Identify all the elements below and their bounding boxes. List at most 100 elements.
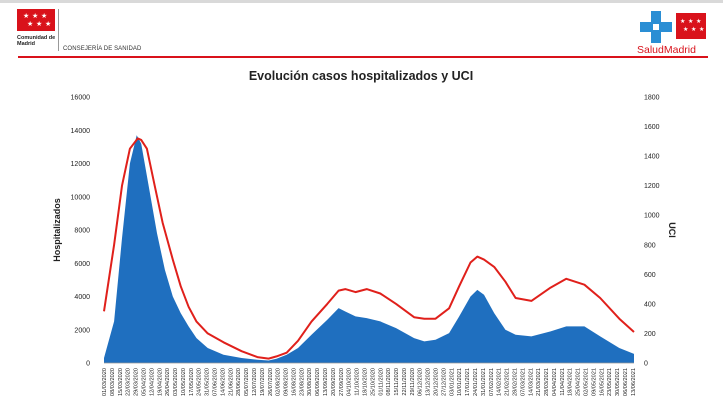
- x-tick-label: 26/07/2020: [268, 368, 274, 396]
- y-tick-label: 10000: [71, 194, 91, 201]
- x-tick-label: 25/10/2020: [370, 368, 376, 396]
- x-tick-label: 22/11/2020: [402, 368, 408, 396]
- x-tick-label: 18/04/2021: [568, 368, 574, 396]
- x-tick-label: 09/08/2020: [284, 368, 290, 396]
- header-rule: [18, 56, 708, 58]
- x-tick-label: 15/03/2020: [118, 368, 124, 396]
- x-tick-label: 19/04/2020: [157, 368, 163, 396]
- x-tick-label: 06/09/2020: [315, 368, 321, 396]
- x-tick-label: 07/03/2021: [520, 368, 526, 396]
- x-tick-label: 30/08/2020: [307, 368, 313, 396]
- x-tick-label: 30/05/2021: [615, 368, 621, 396]
- x-tick-label: 05/07/2020: [244, 368, 250, 396]
- x-tick-label: 06/06/2021: [623, 368, 629, 396]
- x-tick-label: 10/05/2020: [181, 368, 187, 396]
- department-name: CONSEJERÍA DE SANIDAD: [63, 46, 142, 52]
- y2-tick-label: 1400: [644, 154, 660, 161]
- y-tick-label: 14000: [71, 128, 91, 135]
- x-tick-label: 03/05/2020: [173, 368, 179, 396]
- y-tick-label: 16000: [71, 95, 91, 102]
- x-tick-label: 13/09/2020: [323, 368, 329, 396]
- x-tick-label: 29/11/2020: [410, 368, 416, 396]
- y-axis-label: Hospitalizados: [52, 198, 62, 262]
- x-tick-label: 28/06/2020: [236, 368, 242, 396]
- x-tick-label: 07/06/2020: [213, 368, 219, 396]
- x-tick-label: 31/01/2021: [481, 368, 487, 396]
- x-tick-label: 20/12/2020: [434, 368, 440, 396]
- x-tick-label: 22/03/2020: [126, 368, 132, 396]
- y2-axis-label: UCI: [667, 222, 677, 238]
- x-tick-label: 10/01/2021: [457, 368, 463, 396]
- y2-tick-label: 800: [644, 242, 656, 249]
- x-tick-label: 20/09/2020: [331, 368, 337, 396]
- x-tick-label: 08/11/2020: [386, 368, 392, 396]
- x-tick-label: 08/03/2020: [110, 368, 116, 396]
- x-tick-label: 11/10/2020: [355, 368, 361, 396]
- uci-line: [103, 137, 635, 360]
- page-header: ★ ★ ★ ★ ★ ★ Comunidad de Madrid CONSEJER…: [0, 3, 723, 58]
- saludmadrid-name: SaludMadrid: [637, 44, 696, 56]
- x-tick-label: 04/04/2021: [552, 368, 558, 396]
- comunidad-madrid-name: Comunidad de Madrid: [17, 35, 56, 47]
- x-tick-label: 24/05/2020: [197, 368, 203, 396]
- x-tick-label: 11/04/2021: [560, 368, 566, 396]
- saludmadrid-logo: ★ ★ ★ ★ ★ ★ SaludMadrid: [637, 9, 709, 56]
- x-tick-label: 21/03/2021: [536, 368, 542, 396]
- comunidad-madrid-logo: ★ ★ ★ ★ ★ ★ Comunidad de Madrid: [17, 9, 59, 47]
- y2-tick-label: 200: [644, 331, 656, 338]
- x-tick-label: 23/08/2020: [299, 368, 305, 396]
- y2-tick-label: 1000: [644, 213, 660, 220]
- x-tick-label: 27/09/2020: [339, 368, 345, 396]
- chart-title: Evolución casos hospitalizados y UCI: [249, 69, 473, 83]
- x-tick-label: 14/03/2021: [528, 368, 534, 396]
- plot-area: 0 2000 4000 6000 8000 10000 12000 14000 16000 0 20…: [71, 95, 660, 397]
- y-tick-label: 0: [86, 361, 90, 368]
- x-tick-label: 14/02/2021: [497, 368, 503, 396]
- x-tick-label: 09/05/2021: [591, 368, 597, 396]
- x-tick-label: 25/04/2021: [576, 368, 582, 396]
- x-tick-label: 14/06/2020: [220, 368, 226, 396]
- x-tick-label: 04/10/2020: [347, 368, 353, 396]
- x-tick-label: 06/12/2020: [418, 368, 424, 396]
- y2-tick-label: 400: [644, 301, 656, 308]
- madrid-flag-small-icon: ★ ★ ★ ★ ★ ★: [676, 13, 706, 39]
- x-tick-label: 12/07/2020: [252, 368, 258, 396]
- y2-tick-label: 0: [644, 361, 648, 368]
- x-tick-label: 17/05/2020: [189, 368, 195, 396]
- x-tick-label: 24/01/2021: [473, 368, 479, 396]
- y-tick-label: 4000: [74, 294, 90, 301]
- x-tick-label: 23/05/2021: [607, 368, 613, 396]
- medical-cross-icon: [640, 11, 672, 43]
- x-tick-label: 28/03/2021: [544, 368, 550, 396]
- y-tick-label: 12000: [71, 161, 91, 168]
- x-tick-label: 16/08/2020: [291, 368, 297, 396]
- x-tick-label: 21/02/2021: [505, 368, 511, 396]
- x-tick-label: 18/10/2020: [363, 368, 369, 396]
- madrid-flag-icon: ★ ★ ★ ★ ★ ★: [17, 9, 55, 31]
- y2-tick-label: 1600: [644, 124, 660, 131]
- header-divider: [58, 9, 59, 51]
- x-tick-label: 07/02/2021: [489, 368, 495, 396]
- x-tick-label: 12/04/2020: [149, 368, 155, 396]
- y2-tick-label: 1200: [644, 183, 660, 190]
- x-tick-label: 31/05/2020: [205, 368, 211, 396]
- top-strip: [0, 0, 723, 3]
- x-tick-label: 26/04/2020: [165, 368, 171, 396]
- y2-tick-label: 1800: [644, 95, 660, 102]
- x-tick-label: 05/04/2020: [142, 368, 148, 396]
- x-tick-label: 01/11/2020: [378, 368, 384, 396]
- x-tick-label: 17/01/2021: [465, 368, 471, 396]
- y-tick-label: 8000: [74, 228, 90, 235]
- x-tick-label: 13/12/2020: [426, 368, 432, 396]
- x-tick-label: 16/05/2021: [599, 368, 605, 396]
- x-tick-label: 02/08/2020: [276, 368, 282, 396]
- y2-tick-label: 600: [644, 272, 656, 279]
- x-tick-label: 27/12/2020: [441, 368, 447, 396]
- x-tick-label: 02/05/2021: [584, 368, 590, 396]
- x-tick-label: 13/06/2021: [631, 368, 637, 396]
- x-tick-label: 19/07/2020: [260, 368, 266, 396]
- x-tick-label: 28/02/2021: [513, 368, 519, 396]
- x-tick-label: 21/06/2020: [228, 368, 234, 396]
- y-tick-label: 2000: [74, 327, 90, 334]
